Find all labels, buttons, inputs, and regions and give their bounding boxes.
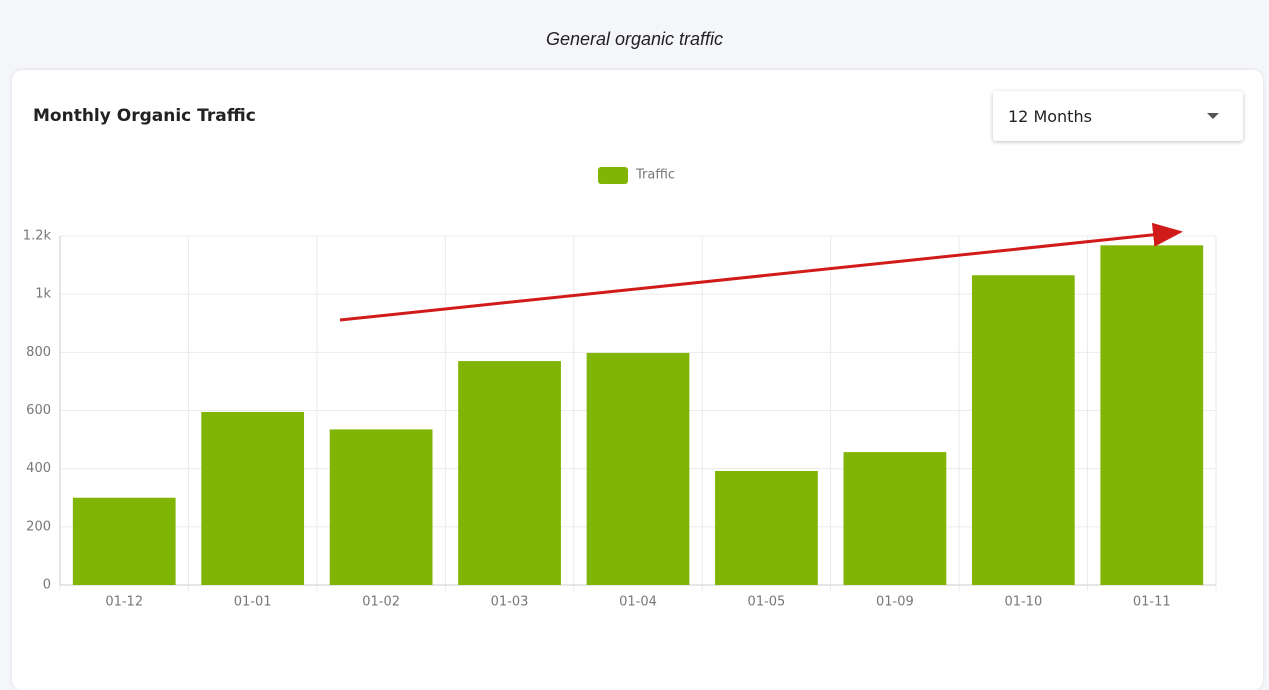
x-tick-label: 01-12 <box>105 595 143 610</box>
y-tick-label: 800 <box>26 345 51 360</box>
y-tick-label: 600 <box>26 403 51 418</box>
x-tick-label: 01-02 <box>362 595 400 610</box>
plot: 0 200 400 600 800 1k 1.2k Traffic 01-12 01-01 01-0… <box>23 167 1217 610</box>
x-tick-label: 01-05 <box>748 595 786 610</box>
bar <box>843 452 947 585</box>
chart: 0 200 400 600 800 1k 1.2k Traffic 01-12 01-01 01-0… <box>23 167 1217 610</box>
y-tick-label: 1k <box>35 287 51 302</box>
dropdown-caret <box>1207 113 1219 119</box>
y-tick-label: 0 <box>43 578 51 593</box>
trend-arrow <box>339 222 1183 322</box>
x-tick-label: 01-11 <box>1133 595 1171 610</box>
legend-label: Traffic <box>635 168 675 183</box>
bar <box>1100 245 1204 585</box>
x-tick-label: 01-10 <box>1004 595 1042 610</box>
y-tick-label: 400 <box>26 461 51 476</box>
x-tick-label: 01-09 <box>876 595 914 610</box>
bar <box>586 352 690 585</box>
bar <box>715 470 818 585</box>
bar <box>72 497 176 585</box>
page-caption: General organic traffic <box>545 29 724 49</box>
y-tick-label: 1.2k <box>23 229 52 244</box>
page: {"page_caption":"General organic traffic… <box>22 29 1243 610</box>
x-tick-label: 01-04 <box>619 595 657 610</box>
x-tick-label: 01-03 <box>491 595 529 610</box>
x-tick-label: 01-01 <box>234 595 272 610</box>
dropdown-value: 12 Months <box>1008 107 1092 126</box>
bar <box>201 411 305 585</box>
card-title: Monthly Organic Traffic <box>33 106 256 126</box>
bar <box>971 275 1075 585</box>
bar <box>458 361 561 585</box>
period-dropdown[interactable]: 12 Months <box>993 91 1243 141</box>
bar <box>329 429 433 585</box>
legend-swatch <box>598 167 628 184</box>
y-tick-label: 200 <box>26 519 51 534</box>
